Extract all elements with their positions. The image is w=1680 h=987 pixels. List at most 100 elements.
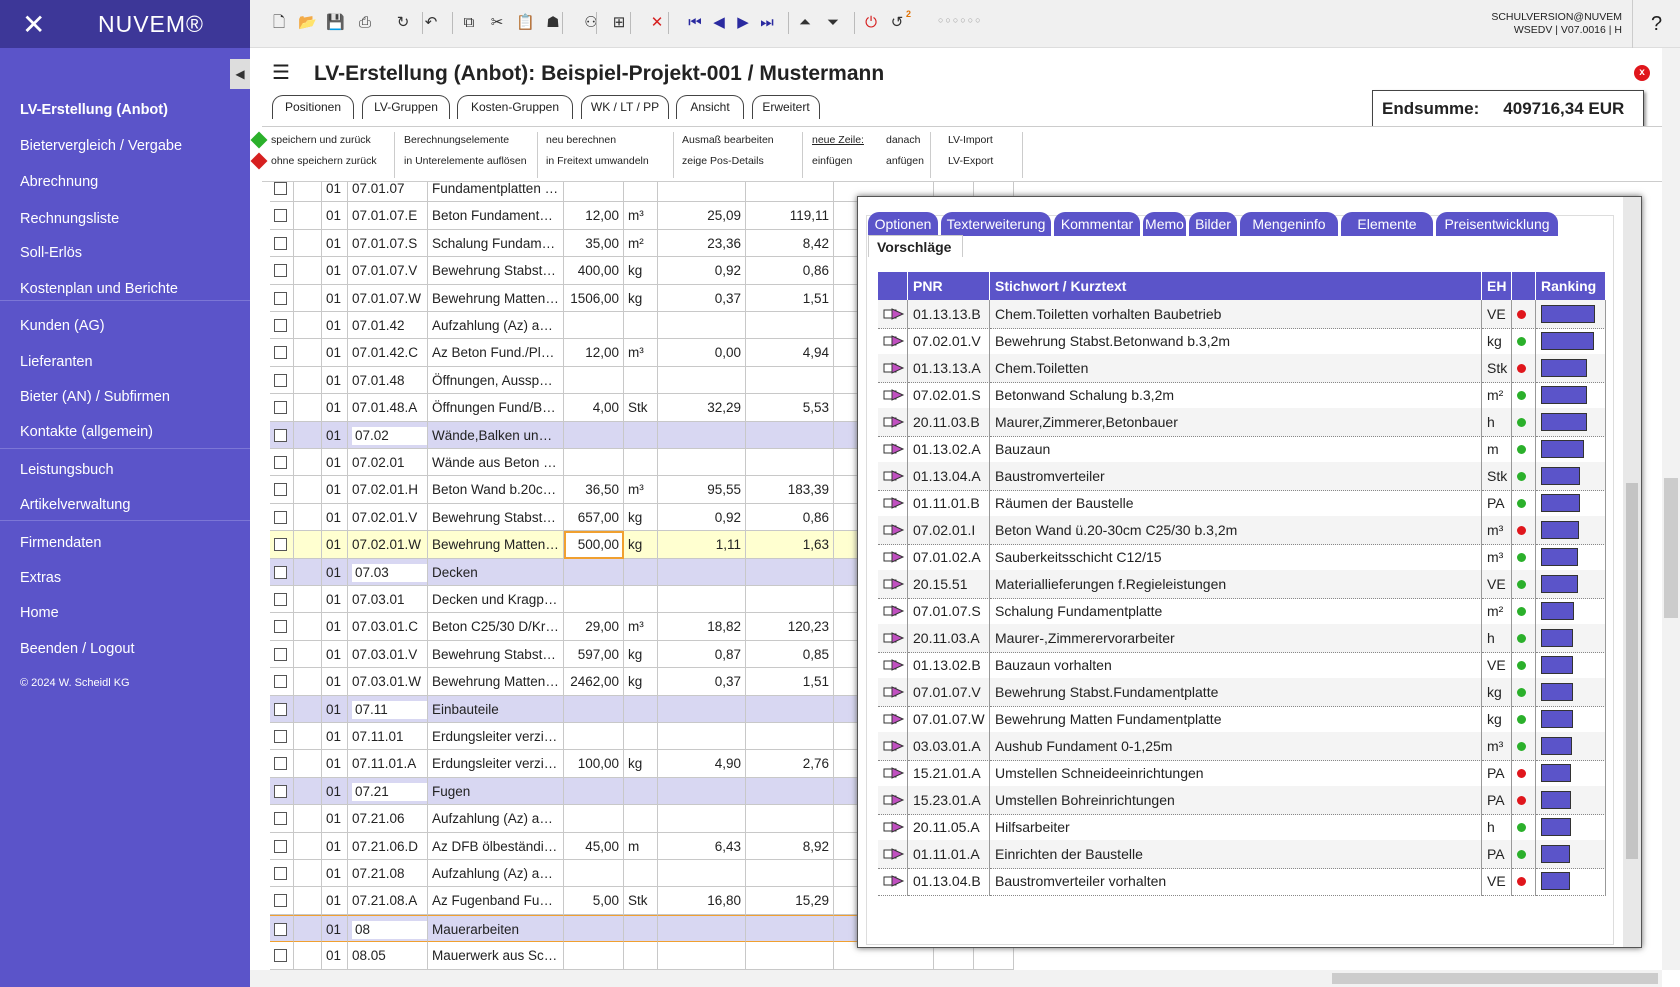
cell-txt[interactable]: Bewehrung Stabst.… <box>428 257 564 285</box>
row-checkbox[interactable] <box>274 784 287 798</box>
cell-pnr[interactable]: 08 <box>348 914 428 943</box>
cell-qty[interactable]: 657,00 <box>564 503 624 532</box>
apply-arrow-icon[interactable] <box>883 604 905 618</box>
cell-empty[interactable] <box>294 284 322 312</box>
cell-ep[interactable] <box>658 558 746 586</box>
sidebar-item-12[interactable]: Firmendaten <box>20 535 102 551</box>
apply-arrow-icon[interactable] <box>883 793 905 807</box>
list-item[interactable]: 20.11.03.A Maurer-,Zimmerervorarbeiter h <box>878 624 1606 653</box>
copy-icon[interactable]: ⧉ <box>463 14 475 31</box>
cell-txt[interactable]: Beton Wand b.20c… <box>428 476 564 504</box>
save-icon[interactable]: 💾 <box>326 14 345 31</box>
tab-vorschlaege[interactable]: Vorschläge <box>868 235 963 257</box>
cell-check[interactable] <box>270 805 294 833</box>
cell-ep[interactable] <box>658 860 746 888</box>
apply-arrow-icon[interactable] <box>883 307 905 321</box>
cell-empty[interactable] <box>294 887 322 915</box>
cell-check[interactable] <box>270 476 294 504</box>
help-button[interactable]: ? <box>1632 0 1680 48</box>
row-checkbox[interactable] <box>274 702 287 716</box>
cell-eh[interactable] <box>624 942 658 970</box>
cell-apply[interactable] <box>878 786 908 815</box>
cell-eh[interactable]: kg <box>624 640 658 669</box>
cell-qty[interactable]: 45,00 <box>564 832 624 860</box>
sidebar-item-14[interactable]: Home <box>20 605 59 621</box>
col-eh-header[interactable]: EH <box>1482 272 1512 300</box>
row-checkbox[interactable] <box>274 456 287 469</box>
tab-kosten-gruppen[interactable]: Kosten-Gruppen <box>457 95 573 119</box>
row-checkbox[interactable] <box>274 510 287 524</box>
cell-qty[interactable]: 36,50 <box>564 476 624 504</box>
cell-g[interactable]: 01 <box>322 805 348 833</box>
apply-arrow-icon[interactable] <box>883 874 905 888</box>
power-icon[interactable]: ⏻ <box>865 14 877 31</box>
cell-ep[interactable]: 0,37 <box>658 668 746 696</box>
undo-icon[interactable]: ↶ <box>424 14 438 31</box>
cell-check[interactable] <box>270 832 294 860</box>
sidebar-item-3[interactable]: Rechnungsliste <box>20 211 120 227</box>
prev-icon[interactable]: ◀ <box>713 14 725 31</box>
cell-gp[interactable]: 8,42 <box>746 229 834 258</box>
apply-arrow-icon[interactable] <box>883 847 905 861</box>
cell-check[interactable] <box>270 750 294 778</box>
cell-check[interactable] <box>270 202 294 230</box>
cell-pnr[interactable]: 07.11.01 <box>348 723 428 751</box>
cell-check[interactable] <box>270 449 294 477</box>
apply-arrow-icon[interactable] <box>883 739 905 753</box>
cell-apply[interactable] <box>878 354 908 383</box>
cell-txt[interactable]: Decken <box>428 558 564 586</box>
cell-g[interactable]: 01 <box>322 887 348 915</box>
cell-check[interactable] <box>270 695 294 723</box>
cell-g[interactable]: 01 <box>322 777 348 806</box>
cell-g[interactable]: 01 <box>322 476 348 504</box>
cell-txt[interactable]: Beton C25/30 D/Kr… <box>428 613 564 641</box>
list-item[interactable]: 07.01.07.S Schalung Fundamentplatte m² <box>878 597 1606 626</box>
cell-gp[interactable]: 183,39 <box>746 476 834 504</box>
cell-check[interactable] <box>270 640 294 669</box>
cell-qty[interactable] <box>564 723 624 751</box>
cell-txt[interactable]: Bewehrung Matten … <box>428 668 564 696</box>
row-checkbox[interactable] <box>274 209 287 223</box>
cell-pnr[interactable]: 07.01.07.S <box>348 229 428 258</box>
cell-gp[interactable]: 8,92 <box>746 832 834 860</box>
cell-empty[interactable] <box>934 942 974 970</box>
cell-txt[interactable]: Az Fugenband Fun… <box>428 887 564 915</box>
cell-g[interactable]: 01 <box>322 421 348 449</box>
hamburger-icon[interactable]: ☰ <box>272 62 290 84</box>
tab-ansicht[interactable]: Ansicht <box>676 95 744 119</box>
apply-arrow-icon[interactable] <box>883 361 905 375</box>
cell-check[interactable] <box>270 558 294 586</box>
cell-gp[interactable] <box>746 558 834 586</box>
cell-gp[interactable]: 1,63 <box>746 531 834 559</box>
tab-positionen[interactable]: Positionen <box>272 95 354 119</box>
cell-empty[interactable] <box>834 942 934 970</box>
cell-qty[interactable] <box>564 805 624 833</box>
cell-txt[interactable]: Mauerwerk aus Sc… <box>428 942 564 970</box>
cell-empty[interactable] <box>294 503 322 532</box>
cell-qty[interactable]: 35,00 <box>564 229 624 258</box>
cell-qty[interactable] <box>564 366 624 395</box>
cell-gp[interactable] <box>746 695 834 723</box>
popup-scrollbar[interactable] <box>1623 197 1641 947</box>
row-checkbox[interactable] <box>274 346 287 360</box>
cell-g[interactable]: 01 <box>322 750 348 778</box>
first-icon[interactable]: ⏮ <box>688 14 702 31</box>
cell-qty[interactable] <box>564 182 624 203</box>
cell-txt[interactable]: Wände,Balken und… <box>428 421 564 449</box>
cell-qty[interactable]: 100,00 <box>564 750 624 778</box>
calc-elements-button[interactable]: Berechnungselemente <box>404 134 510 146</box>
cell-txt[interactable]: Az DFB ölbeständi… <box>428 832 564 860</box>
cell-pnr[interactable]: 07.01.07.V <box>348 257 428 285</box>
cell-qty[interactable] <box>564 777 624 806</box>
cell-eh[interactable]: kg <box>624 668 658 696</box>
next-icon[interactable]: ▶ <box>737 14 749 31</box>
row-checkbox[interactable] <box>274 264 287 278</box>
tab-memo[interactable]: Memo <box>1143 212 1186 236</box>
cell-eh[interactable]: m <box>624 832 658 860</box>
cell-eh[interactable]: kg <box>624 284 658 312</box>
cell-gp[interactable]: 4,94 <box>746 339 834 367</box>
cell-ep[interactable] <box>658 777 746 806</box>
new-doc-icon[interactable]: 🗋 <box>272 14 286 31</box>
sidebar-item-10[interactable]: Leistungsbuch <box>20 462 114 478</box>
cell-eh[interactable] <box>624 777 658 806</box>
